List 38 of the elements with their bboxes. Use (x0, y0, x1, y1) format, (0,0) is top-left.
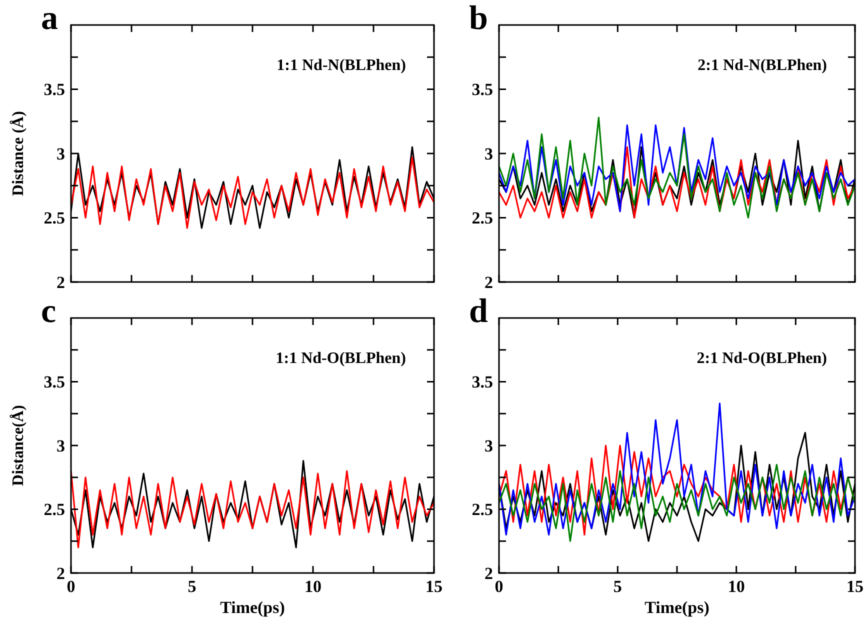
x-axis-title: Time(ps) (644, 598, 710, 617)
y-axis-title: Distance (Å) (9, 111, 27, 196)
y-tick-label: 2.5 (472, 500, 493, 520)
y-tick-label: 2 (56, 272, 65, 292)
x-tick-label: 0 (494, 577, 504, 596)
annotation: 1:1 Nd-O(BLPhen) (276, 350, 406, 367)
y-axis-title: Distance(Å) (9, 405, 27, 486)
y-tick-label: 3 (484, 144, 493, 164)
y-tick-label: 2.5 (472, 208, 493, 228)
x-tick-label: 5 (188, 577, 196, 596)
x-tick-label: 15 (426, 577, 442, 596)
chart-title: c (41, 293, 56, 330)
x-tick-label: 15 (846, 577, 864, 596)
y-tick-label: 3.5 (472, 80, 493, 100)
y-tick-label: 3.5 (44, 80, 65, 100)
annotation: 2:1 Nd-O(BLPhen) (696, 350, 827, 367)
x-tick-label: 10 (304, 577, 322, 596)
y-tick-label: 3 (484, 436, 493, 456)
y-tick-label: 2.5 (44, 500, 65, 520)
y-tick-label: 3 (56, 436, 65, 456)
y-tick-label: 3.5 (472, 372, 493, 392)
x-tick-label: 10 (728, 577, 745, 596)
y-tick-label: 2 (56, 564, 65, 583)
line-series (499, 402, 855, 536)
x-axis-title: Time(ps) (220, 598, 285, 617)
annotation: 1:1 Nd-N(BLPhen) (276, 57, 406, 74)
y-tick-label: 2.5 (44, 208, 65, 228)
chart-title: d (469, 293, 488, 330)
y-tick-label: 2 (484, 272, 493, 292)
annotation: 2:1 Nd-N(BLPhen) (698, 57, 827, 74)
y-tick-label: 2 (484, 564, 493, 583)
chart-title: a (41, 0, 58, 37)
x-tick-label: 5 (613, 577, 622, 596)
chart-title: b (469, 0, 488, 37)
line-series (499, 464, 855, 542)
y-tick-label: 3 (56, 144, 65, 164)
x-tick-label: 0 (66, 577, 76, 596)
y-tick-label: 3.5 (44, 372, 65, 392)
